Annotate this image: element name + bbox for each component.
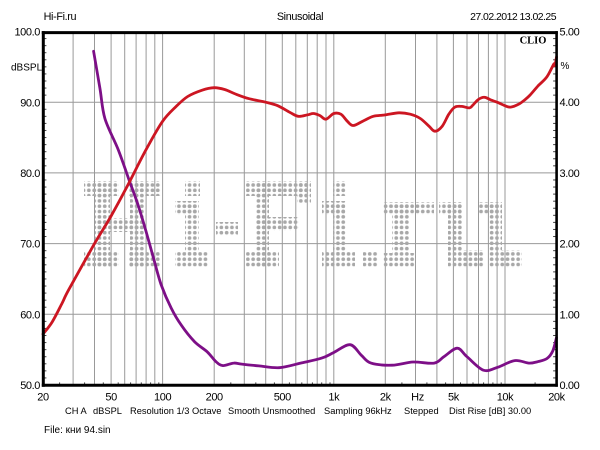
svg-text:50: 50 xyxy=(105,391,117,403)
svg-text:CH A: CH A xyxy=(65,406,87,416)
svg-text:%: % xyxy=(561,61,570,72)
svg-text:200: 200 xyxy=(206,391,223,403)
svg-text:Dist Rise [dB] 30.00: Dist Rise [dB] 30.00 xyxy=(449,406,531,416)
svg-text:60.0: 60.0 xyxy=(20,309,40,321)
svg-text:1.00: 1.00 xyxy=(560,309,580,321)
svg-text:4.00: 4.00 xyxy=(560,97,580,109)
svg-text:500: 500 xyxy=(274,391,291,403)
svg-text:2k: 2k xyxy=(380,391,392,403)
svg-text:Stepped: Stepped xyxy=(404,406,439,416)
svg-text:CLIO: CLIO xyxy=(520,35,547,46)
svg-text:20k: 20k xyxy=(548,391,565,403)
svg-text:Smooth Unsmoothed: Smooth Unsmoothed xyxy=(228,406,315,416)
svg-text:80.0: 80.0 xyxy=(20,168,40,180)
svg-text:dBSPL: dBSPL xyxy=(93,406,122,416)
svg-text:Sampling 96kHz: Sampling 96kHz xyxy=(324,406,392,416)
svg-text:3.00: 3.00 xyxy=(560,168,580,180)
svg-text:File: кни 94.sin: File: кни 94.sin xyxy=(44,425,111,436)
svg-text:10k: 10k xyxy=(497,391,514,403)
svg-text:70.0: 70.0 xyxy=(20,239,40,251)
svg-text:Hi-Fi.ru: Hi-Fi.ru xyxy=(44,11,77,23)
svg-text:20: 20 xyxy=(37,391,49,403)
svg-text:50.0: 50.0 xyxy=(20,380,40,392)
svg-text:Resolution 1/3 Octave: Resolution 1/3 Octave xyxy=(130,406,221,416)
svg-text:1k: 1k xyxy=(328,391,340,403)
svg-text:90.0: 90.0 xyxy=(20,97,40,109)
svg-text:0.00: 0.00 xyxy=(560,380,580,392)
svg-text:dBSPL: dBSPL xyxy=(11,63,43,74)
svg-text:27.02.2012 13.02.25: 27.02.2012 13.02.25 xyxy=(470,11,557,23)
svg-text:100.0: 100.0 xyxy=(14,27,40,39)
svg-text:Sinusoidal: Sinusoidal xyxy=(277,11,323,23)
svg-text:2.00: 2.00 xyxy=(560,239,580,251)
svg-text:Hz: Hz xyxy=(411,391,424,403)
svg-text:5.00: 5.00 xyxy=(560,27,580,39)
svg-text:5k: 5k xyxy=(448,391,460,403)
svg-text:100: 100 xyxy=(154,391,171,403)
